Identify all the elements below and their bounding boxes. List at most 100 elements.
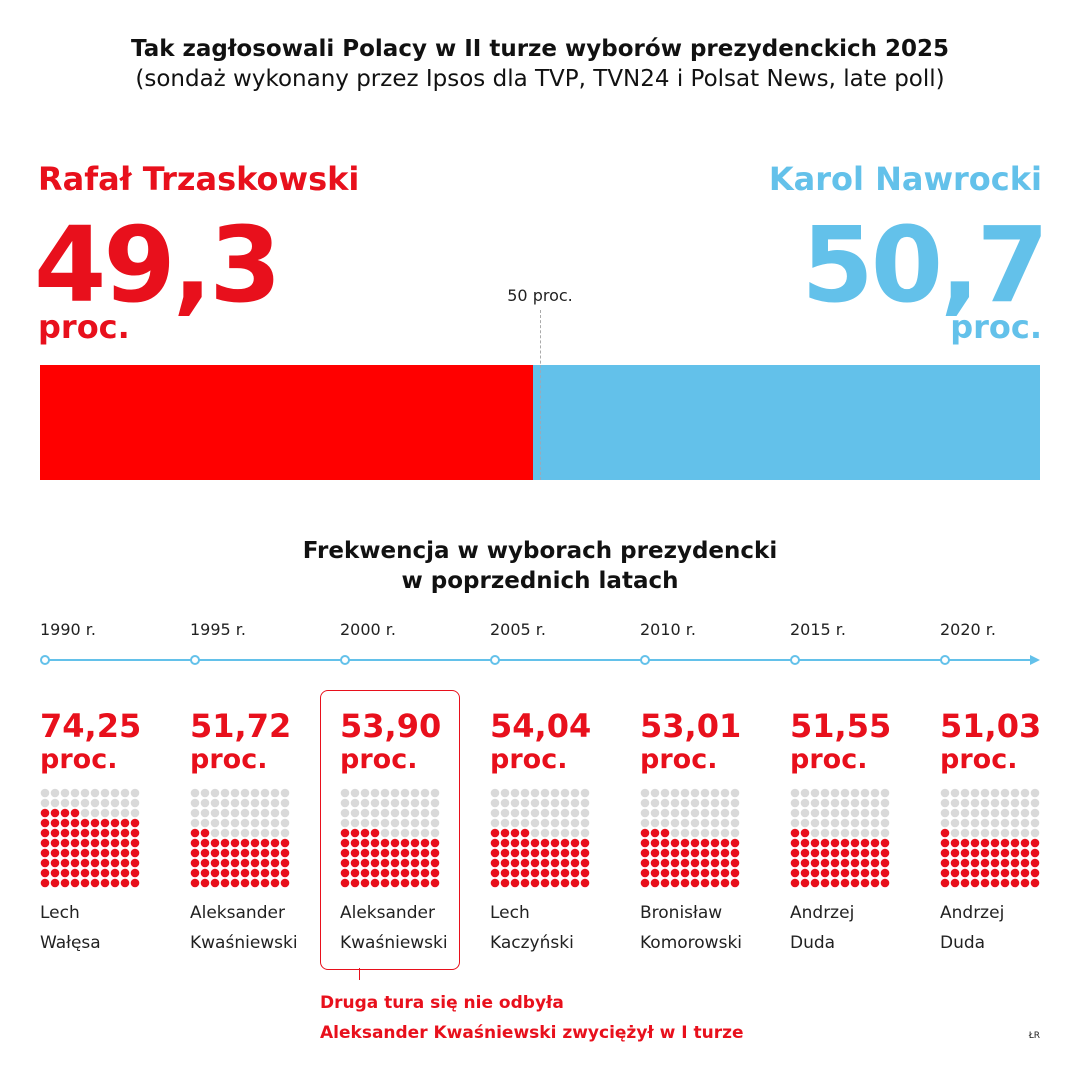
dot-filled [240,858,250,868]
dot-empty [960,788,970,798]
dot-filled [730,868,740,878]
dot-filled [730,858,740,868]
dot-empty [700,818,710,828]
dot-filled [500,878,510,888]
dot-empty [940,798,950,808]
result-unit-nawrocki: proc. [950,308,1042,346]
dot-filled [400,838,410,848]
dot-filled [400,858,410,868]
dot-empty [950,808,960,818]
dot-filled [380,838,390,848]
dot-filled [820,878,830,888]
timeline-marker [190,655,200,665]
dot-empty [210,808,220,818]
dot-filled [60,878,70,888]
dot-empty [730,828,740,838]
dot-filled [360,828,370,838]
dot-filled [70,848,80,858]
dot-empty [870,818,880,828]
dot-empty [410,818,420,828]
dot-filled [410,838,420,848]
dot-empty [570,788,580,798]
dot-empty [1010,828,1020,838]
dot-empty [350,818,360,828]
dot-filled [870,878,880,888]
dot-filled [340,878,350,888]
dot-filled [80,848,90,858]
turnout-unit: proc. [640,744,718,775]
dot-filled [650,878,660,888]
dot-filled [700,878,710,888]
dot-empty [730,788,740,798]
dot-filled [710,878,720,888]
dot-empty [220,788,230,798]
dot-filled [520,848,530,858]
dot-filled [880,838,890,848]
dot-filled [350,828,360,838]
dot-filled [570,848,580,858]
dot-empty [870,788,880,798]
dot-filled [130,868,140,878]
dot-empty [690,808,700,818]
dot-empty [410,788,420,798]
dot-empty [720,818,730,828]
turnout-unit: proc. [940,744,1018,775]
dot-filled [640,838,650,848]
dot-filled [80,838,90,848]
dot-filled [870,858,880,868]
dot-filled [580,838,590,848]
dot-filled [390,838,400,848]
dot-filled [200,848,210,858]
dot-filled [710,848,720,858]
dot-empty [950,818,960,828]
dot-filled [980,878,990,888]
dot-empty [690,788,700,798]
dot-empty [640,798,650,808]
dot-filled [990,878,1000,888]
dot-empty [1010,808,1020,818]
dot-filled [700,858,710,868]
dot-filled [70,808,80,818]
dot-filled [390,848,400,858]
year-label: 2015 r. [790,620,846,639]
dot-filled [840,868,850,878]
dot-filled [980,858,990,868]
dot-empty [250,808,260,818]
dot-empty [560,808,570,818]
dot-empty [380,808,390,818]
dot-empty [840,798,850,808]
dot-filled [420,878,430,888]
dot-filled [650,858,660,868]
dot-filled [870,868,880,878]
dot-filled [670,838,680,848]
dot-filled [830,838,840,848]
dot-filled [270,848,280,858]
dot-filled [190,878,200,888]
dot-empty [240,818,250,828]
dot-empty [230,828,240,838]
dot-filled [950,848,960,858]
turnout-value: 51,55 [790,707,892,745]
dot-filled [40,848,50,858]
dot-filled [510,828,520,838]
dot-empty [80,798,90,808]
dot-empty [650,788,660,798]
dot-filled [1000,878,1010,888]
dot-filled [510,838,520,848]
dot-filled [790,868,800,878]
dot-empty [1020,828,1030,838]
dot-filled [570,858,580,868]
dot-empty [1030,828,1040,838]
dot-filled [350,878,360,888]
dot-filled [120,828,130,838]
dot-filled [720,838,730,848]
dot-empty [510,808,520,818]
dot-filled [60,828,70,838]
dot-filled [690,878,700,888]
dot-filled [650,828,660,838]
dot-filled [550,868,560,878]
dot-filled [110,838,120,848]
dot-filled [90,818,100,828]
winner-last-name: Kwaśniewski [340,933,448,953]
year-label: 1995 r. [190,620,246,639]
